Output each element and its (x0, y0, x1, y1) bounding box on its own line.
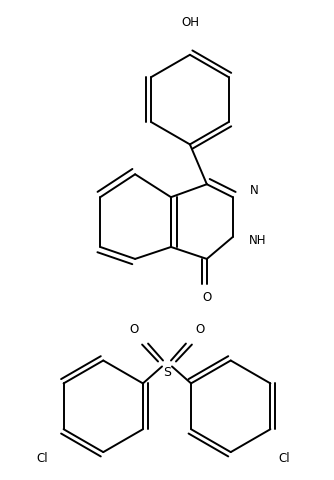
Text: O: O (130, 323, 139, 336)
Text: N: N (250, 183, 259, 196)
Text: NH: NH (249, 233, 267, 246)
Text: S: S (163, 365, 171, 378)
Text: O: O (195, 323, 204, 336)
Text: O: O (202, 291, 211, 304)
Text: OH: OH (181, 16, 199, 29)
Text: Cl: Cl (37, 451, 48, 464)
Text: Cl: Cl (279, 451, 290, 464)
